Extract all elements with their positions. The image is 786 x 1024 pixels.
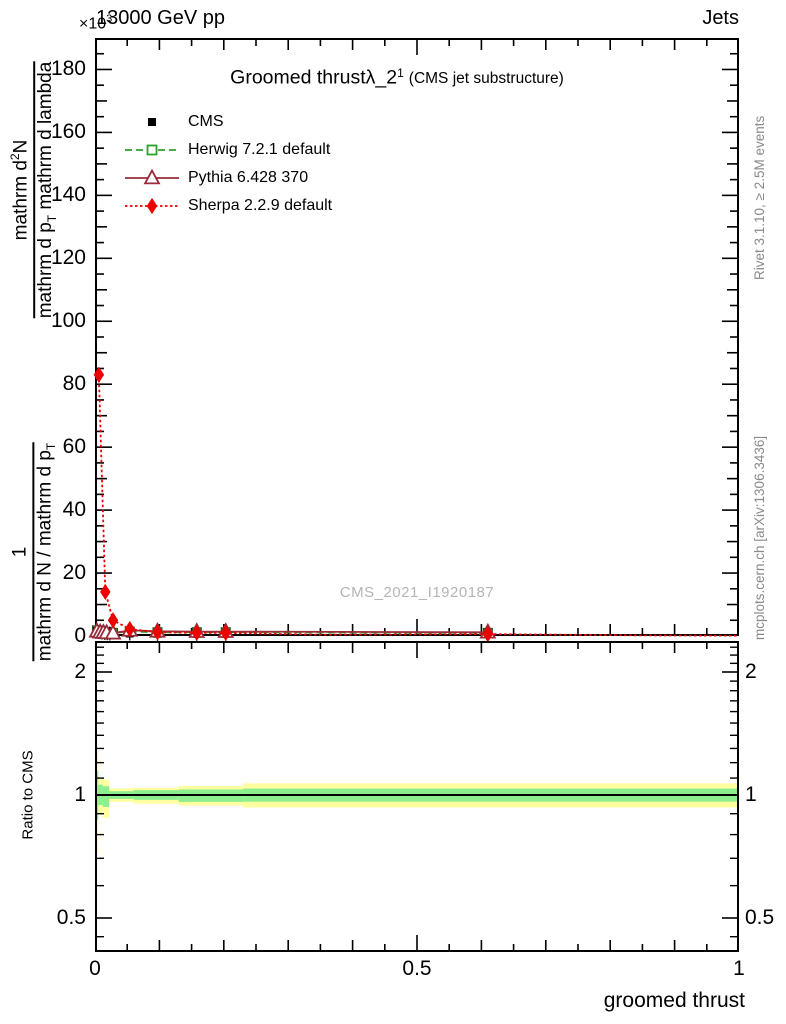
- tick-label: 160: [50, 120, 86, 144]
- tick-label: 0.5: [402, 957, 432, 980]
- legend-marker-icon: [148, 118, 156, 126]
- mcplots-reference-note: mcplots.cern.ch [arXiv:1306.3436]: [752, 435, 767, 640]
- tick-label: 100: [50, 309, 86, 333]
- legend-marker-icon: [125, 168, 179, 185]
- tick-label: 0.5: [745, 906, 775, 929]
- tick-label: 20: [62, 561, 86, 585]
- legend-label: Sherpa 2.2.9 default: [188, 197, 333, 214]
- legend-marker-icon: [125, 144, 179, 156]
- tick-label: 120: [50, 246, 86, 270]
- tick-label: 80: [62, 372, 86, 396]
- analysis-group-label: Jets: [702, 7, 739, 29]
- tick-label: 0.5: [56, 906, 86, 929]
- tick-label: 2: [745, 660, 757, 683]
- x-axis-label: groomed thrust: [603, 989, 745, 1012]
- legend-item: CMS: [123, 108, 332, 136]
- plot-title: Groomed thrustλ_21 (CMS jet substructure): [230, 66, 564, 89]
- tick-label: 1: [745, 783, 757, 806]
- tick-label: 0: [74, 624, 86, 647]
- legend-item: Herwig 7.2.1 default: [123, 136, 332, 164]
- ratio-plot-area: [95, 641, 739, 952]
- tick-label: 2: [74, 660, 86, 683]
- tick-label: 40: [62, 498, 86, 522]
- tick-label: 1: [733, 957, 745, 980]
- analysis-id-watermark: CMS_2021_I1920187: [339, 584, 495, 601]
- legend-label: CMS: [188, 113, 224, 130]
- legend-marker-icon: [125, 197, 179, 215]
- legend: CMS Herwig 7.2.1 default Pythia 6.428 370 S…: [123, 108, 332, 220]
- tick-label: 180: [50, 57, 86, 81]
- beam-energy-label: 13000 GeV pp: [96, 7, 225, 29]
- legend-label: Herwig 7.2.1 default: [188, 141, 331, 158]
- tick-label: 1: [74, 783, 86, 806]
- y-axis-scale-exponent: ×103: [79, 13, 113, 33]
- legend-item: Sherpa 2.2.9 default: [123, 192, 332, 220]
- tick-label: 60: [62, 435, 86, 459]
- main-plot-area: [88, 38, 740, 643]
- tick-label: 0: [89, 957, 101, 980]
- rivet-version-note: Rivet 3.1.10, ≥ 2.5M events: [752, 115, 767, 280]
- tick-label: 140: [50, 183, 86, 207]
- legend-label: Pythia 6.428 370: [188, 169, 309, 186]
- legend-item: Pythia 6.428 370: [123, 164, 332, 192]
